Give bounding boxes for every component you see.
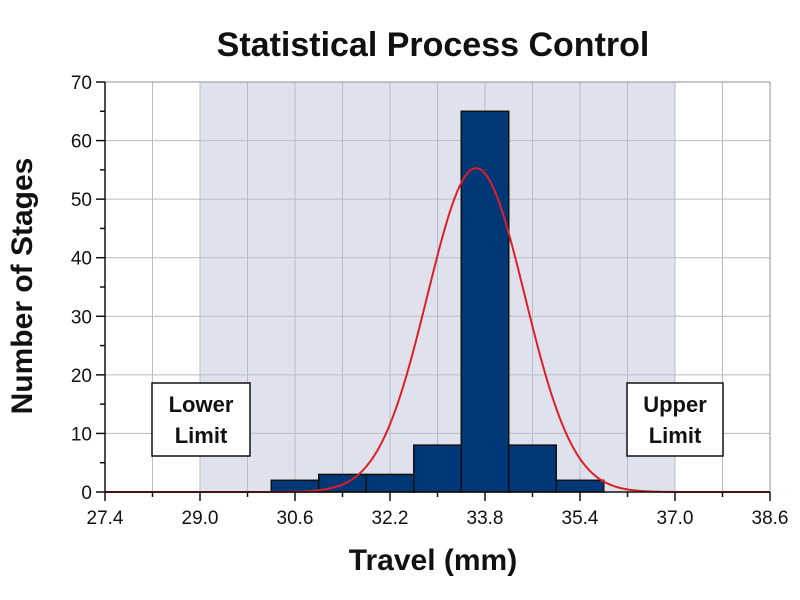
x-tick-label: 38.6: [752, 508, 789, 529]
y-tick-label: 0: [81, 483, 92, 504]
x-tick-label: 37.0: [657, 508, 694, 529]
y-tick-label: 40: [71, 249, 92, 270]
upper-limit-label-line1: Upper: [643, 392, 707, 417]
upper-limit-label-line2: Limit: [649, 423, 702, 448]
x-axis-label: Travel (mm): [349, 544, 517, 577]
x-tick-label: 30.6: [277, 508, 314, 529]
tick-label-layer: 0 10 20 30 40 50 60 70 27.4 29.0 30.6 32.2 33.8 35.4 3…: [71, 73, 789, 529]
axis-layer: [96, 81, 771, 501]
y-axis-label: Number of Stages: [6, 158, 39, 415]
lower-limit-label-line2: Limit: [175, 423, 228, 448]
y-tick-label: 10: [71, 424, 92, 445]
lower-limit-label-line1: Lower: [169, 392, 234, 417]
x-tick-label: 33.8: [467, 508, 504, 529]
y-tick-label: 60: [71, 132, 92, 153]
histogram-bar-6: [508, 444, 557, 493]
upper-limit-box-frame: [626, 382, 724, 457]
lower-limit-box-frame: [151, 382, 251, 457]
histogram-bar-5: [460, 110, 510, 493]
y-tick-label: 70: [71, 73, 92, 94]
x-tick-label: 32.2: [372, 508, 409, 529]
x-tick-label: 29.0: [182, 508, 219, 529]
x-tick-label: 27.4: [87, 508, 124, 529]
histogram-bar-7: [555, 479, 605, 493]
lower-limit-box: Lower Limit: [151, 382, 251, 457]
histogram-bar-3: [365, 473, 415, 493]
histogram-bar-4: [413, 444, 462, 493]
y-tick-label: 30: [71, 307, 92, 328]
y-tick-label: 50: [71, 190, 92, 211]
x-tick-label: 35.4: [562, 508, 599, 529]
y-tick-label: 20: [71, 366, 92, 387]
chart-title: Statistical Process Control: [217, 26, 650, 64]
upper-limit-box: Upper Limit: [626, 382, 724, 457]
